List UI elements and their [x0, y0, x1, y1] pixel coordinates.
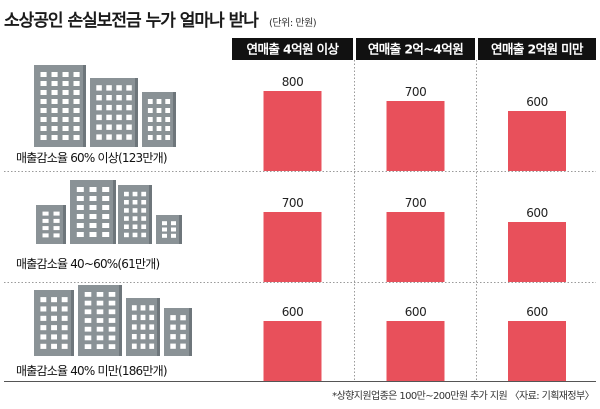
- building-row1-1-body: [34, 65, 86, 147]
- value-label-row3-col1: 600: [282, 305, 303, 319]
- building-row3-3: [126, 298, 160, 356]
- building-row1-3-shade: [173, 92, 176, 147]
- column-header-2: 연매출 2억~4억원: [368, 42, 463, 57]
- value-label-row1-col2: 700: [405, 85, 426, 99]
- column-header-1: 연매출 4억원 이상: [247, 42, 340, 57]
- building-row2-3-shade: [63, 205, 66, 244]
- bar-row3-col1: [263, 321, 322, 381]
- building-row2-2: [118, 185, 152, 244]
- title-block: 소상공인 손실보전금 누가 얼마나 받나 (단위: 만원): [4, 6, 317, 31]
- building-row3-4-shade: [189, 308, 192, 356]
- building-row2-4-body: [156, 215, 182, 244]
- row-label-2: 매출감소율 40~60%(61만개): [16, 257, 159, 271]
- value-label-row3-col3: 600: [526, 305, 547, 319]
- bar-row2-col3: [508, 222, 566, 282]
- building-row3-4: [164, 308, 192, 356]
- building-row3-2-shade: [119, 285, 122, 356]
- value-label-row3-col2: 600: [405, 305, 426, 319]
- building-row1-2-shade: [135, 78, 138, 147]
- bar-row2-col1: [263, 212, 322, 282]
- bar-row2-col2: [386, 212, 445, 282]
- building-row3-1: [34, 290, 74, 356]
- unit-label: (단위: 만원): [269, 18, 317, 29]
- column-header-3: 연매출 2억원 미만: [491, 42, 584, 57]
- building-row1-1: [34, 65, 86, 147]
- chart-title: 소상공인 손실보전금 누가 얼마나 받나: [4, 11, 259, 31]
- building-row1-3: [142, 92, 176, 147]
- building-row2-4-shade: [179, 215, 182, 244]
- building-row3-4-body: [164, 308, 192, 356]
- value-label-row2-col2: 700: [405, 196, 426, 210]
- building-row2-1: [70, 180, 116, 244]
- bar-row3-col3: [508, 321, 566, 381]
- value-label-row2-col3: 600: [526, 206, 547, 220]
- bar-row1-col1: [263, 91, 322, 171]
- building-row2-1-shade: [113, 180, 116, 244]
- building-row1-2: [90, 78, 138, 147]
- value-label-row1-col1: 800: [282, 75, 303, 89]
- building-row2-3: [36, 205, 66, 244]
- footnote: *상향지원업종은 100만~200만원 추가 지원 〈자료: 기획재정부〉: [332, 391, 594, 402]
- value-label-row1-col3: 600: [526, 95, 547, 109]
- row-label-1: 매출감소율 60% 이상(123만개): [16, 151, 167, 165]
- bar-row1-col2: [386, 101, 445, 171]
- building-row1-1-shade: [83, 65, 86, 147]
- column-header-bg-2: [356, 38, 475, 60]
- row-label-3: 매출감소율 40% 미만(186만개): [16, 364, 167, 378]
- building-row3-2: [78, 285, 122, 356]
- bar-row3-col2: [386, 321, 445, 381]
- building-row2-3-body: [36, 205, 66, 244]
- building-row2-4: [156, 215, 182, 244]
- bar-row1-col3: [508, 111, 566, 171]
- value-label-row2-col1: 700: [282, 196, 303, 210]
- column-header-bg-1: [232, 38, 353, 60]
- building-row3-1-shade: [71, 290, 74, 356]
- building-row3-3-shade: [157, 298, 160, 356]
- building-row2-2-shade: [149, 185, 152, 244]
- column-header-bg-3: [478, 38, 596, 60]
